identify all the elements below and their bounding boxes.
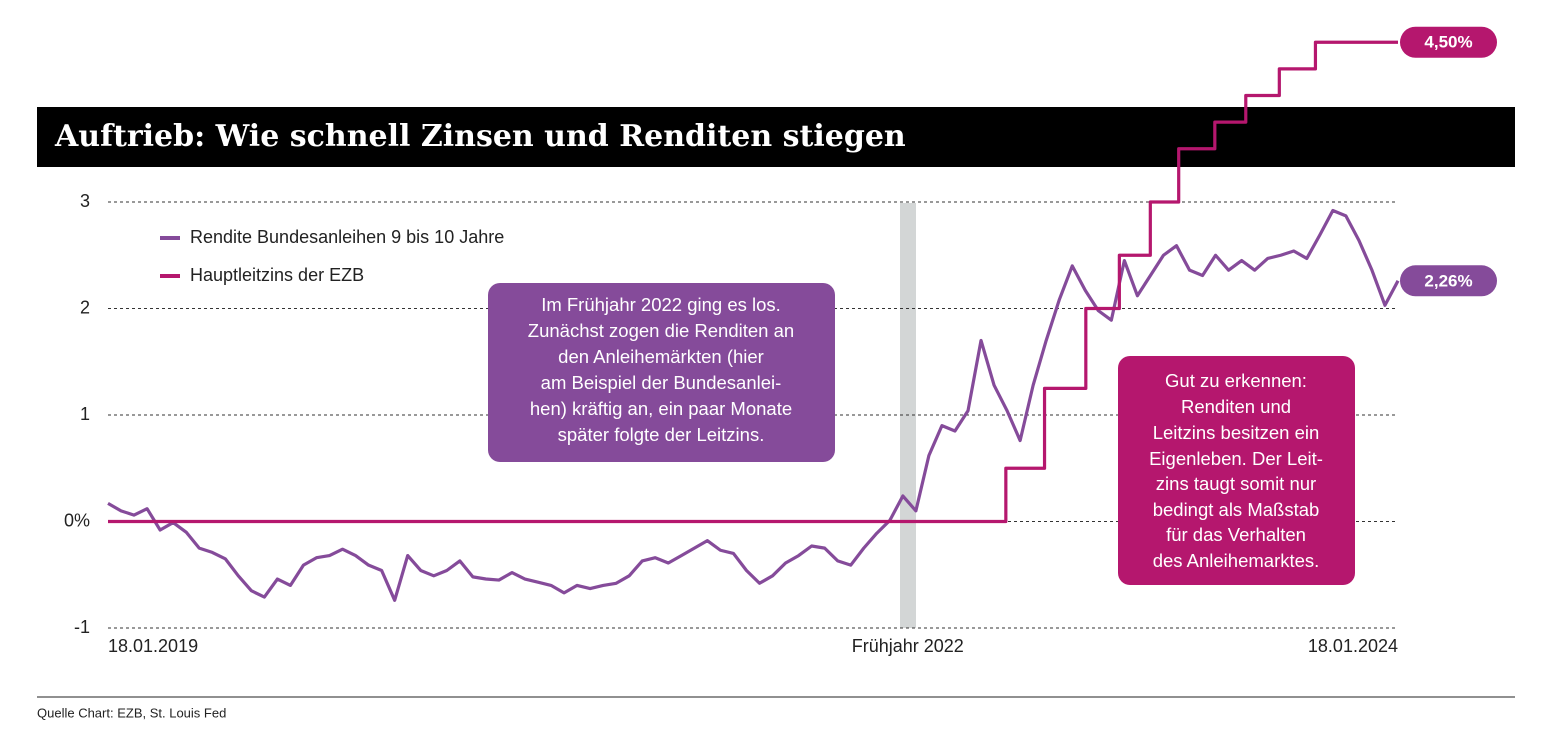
annotation-line: Gut zu erkennen: xyxy=(1165,370,1307,391)
annotation-line: Eigenleben. Der Leit- xyxy=(1149,448,1323,469)
annotation-line: hen) kräftig an, ein paar Monate xyxy=(530,398,792,419)
annotation-line: für das Verhalten xyxy=(1166,524,1306,545)
series-line xyxy=(107,208,1400,602)
annotation-line: Zunächst zogen die Renditen an xyxy=(528,320,794,341)
legend-label: Rendite Bundesanleihen 9 bis 10 Jahre xyxy=(190,227,504,247)
legend-label: Hauptleitzins der EZB xyxy=(190,265,364,285)
annotation-line: Im Frühjahr 2022 ging es los. xyxy=(541,294,781,315)
annotation-box xyxy=(1118,356,1355,585)
x-tick-label: 18.01.2019 xyxy=(108,636,198,656)
value-label-bg xyxy=(1400,26,1497,58)
annotation-box xyxy=(488,283,835,462)
value-label-bg xyxy=(1400,265,1497,297)
y-tick-label: 0% xyxy=(64,510,90,530)
annotation-line: am Beispiel der Bundesanlei- xyxy=(541,372,782,393)
y-tick-label: 1 xyxy=(80,404,90,424)
source: Quelle Chart: EZB, St. Louis Fed xyxy=(37,705,226,720)
y-tick-label: 2 xyxy=(80,297,90,317)
annotation-line: des Anleihemarktes. xyxy=(1153,550,1320,571)
title-bar xyxy=(37,107,1515,167)
value-label: 2,26% xyxy=(1424,271,1472,290)
annotation-line: bedingt als Maßstab xyxy=(1153,499,1320,520)
series-line xyxy=(108,40,1398,524)
value-label: 4,50% xyxy=(1424,33,1472,52)
x-tick-label: Frühjahr 2022 xyxy=(852,636,964,656)
annotation-line: Leitzins besitzen ein xyxy=(1153,422,1320,443)
x-tick-label: 18.01.2024 xyxy=(1308,636,1398,656)
annotation: Im Frühjahr 2022 ging es los. Zunächst z… xyxy=(488,283,835,462)
annotation-line: zins taugt somit nur xyxy=(1156,473,1316,494)
y-tick-label: 3 xyxy=(80,191,90,211)
y-tick-label: -1 xyxy=(74,617,90,637)
annotation-line: Renditen und xyxy=(1181,396,1291,417)
annotation-line: später folgte der Leitzins. xyxy=(558,424,765,445)
chart-title: Auftrieb: Wie schnell Zinsen und Rendite… xyxy=(54,119,906,154)
annotation: Gut zu erkennen: Renditen und Leitzins b… xyxy=(1118,356,1355,585)
annotation-line: den Anleihemärkten (hier xyxy=(558,346,764,367)
